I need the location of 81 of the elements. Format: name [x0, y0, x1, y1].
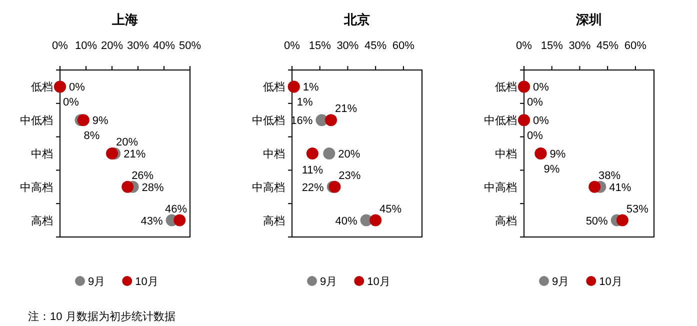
data-label: 9% — [544, 164, 560, 176]
legend-label: 9月 — [320, 276, 338, 288]
point — [122, 180, 134, 193]
legend-label: 9月 — [88, 276, 106, 288]
data-label: 45% — [380, 203, 402, 216]
data-label: 20% — [116, 136, 138, 148]
data-label: 0% — [69, 82, 86, 94]
x-tick-label: 15% — [540, 40, 564, 52]
text: 注：10 月数据为初步统计数据 — [28, 310, 176, 323]
x-tick-label: 20% — [100, 40, 124, 52]
data-label: 28% — [142, 182, 164, 194]
y-tick-label: 高档 — [495, 214, 517, 228]
chart-title: 北京 — [343, 12, 370, 27]
x-tick-label: 30% — [126, 40, 150, 52]
y-tick-label: 高档 — [31, 214, 53, 228]
data-label: 1% — [296, 96, 313, 109]
y-tick-label: 中档 — [495, 148, 517, 160]
x-tick-label: 0% — [284, 40, 300, 52]
point — [323, 148, 336, 160]
data-label: 0% — [533, 115, 550, 128]
point — [325, 114, 337, 126]
x-tick-label: 40% — [152, 40, 176, 52]
point — [588, 180, 601, 193]
y-tick-label: 中低档 — [20, 114, 53, 128]
point — [77, 114, 90, 126]
x-tick-label: 60% — [624, 40, 647, 52]
y-tick-label: 中档 — [31, 148, 53, 160]
data-label: 9% — [92, 115, 109, 128]
data-label: 0% — [527, 130, 544, 142]
x-tick-label: 50% — [178, 40, 202, 52]
x-tick-label: 15% — [308, 40, 332, 52]
legend-label: 10月 — [367, 276, 390, 288]
data-label: 21% — [334, 103, 358, 116]
x-tick-label: 45% — [596, 40, 619, 52]
legend-label: 9月 — [552, 276, 570, 288]
chart-title: 深圳 — [575, 12, 602, 27]
data-label: 23% — [338, 170, 361, 182]
x-tick-label: 45% — [364, 40, 387, 52]
x-tick-label: 10% — [74, 40, 98, 52]
y-tick-label: 中低档 — [252, 114, 285, 128]
point — [174, 214, 186, 226]
y-tick-label: 低档 — [263, 82, 285, 94]
data-label: 16% — [290, 115, 313, 128]
legend-label: 10月 — [135, 276, 158, 288]
y-tick-label: 中高档 — [252, 180, 285, 194]
chart-title: 上海 — [111, 12, 138, 27]
point — [106, 148, 118, 160]
data-label: 9% — [550, 148, 566, 160]
data-label: 53% — [626, 203, 649, 216]
data-label: 46% — [164, 203, 188, 216]
data-label: 41% — [609, 182, 632, 194]
x-tick-label: 30% — [336, 40, 359, 52]
x-tick-label: 0% — [516, 40, 532, 52]
y-tick-label: 中高档 — [20, 180, 53, 194]
data-label: 38% — [598, 170, 621, 182]
y-tick-label: 中档 — [263, 148, 285, 160]
x-tick-label: 0% — [52, 40, 68, 52]
data-label: 0% — [527, 96, 544, 109]
data-label: 21% — [124, 148, 146, 160]
point — [306, 148, 318, 160]
x-tick-label: 60% — [392, 40, 415, 52]
data-label: 11% — [302, 164, 324, 176]
data-label: 1% — [302, 82, 319, 94]
data-label: 26% — [132, 170, 154, 182]
data-label: 43% — [140, 215, 164, 228]
x-tick-label: 30% — [568, 40, 591, 52]
legend-label: 10月 — [599, 276, 622, 288]
y-tick-label: 低档 — [495, 82, 517, 94]
data-label: 0% — [533, 82, 550, 94]
point — [616, 214, 628, 226]
y-tick-label: 中低档 — [484, 114, 517, 128]
data-label: 20% — [338, 148, 360, 160]
y-tick-label: 高档 — [263, 214, 285, 228]
data-label: 40% — [335, 215, 358, 228]
data-label: 8% — [84, 130, 100, 142]
data-label: 22% — [302, 182, 324, 194]
y-tick-label: 中高档 — [484, 180, 517, 194]
y-tick-label: 低档 — [31, 82, 53, 94]
data-label: 0% — [63, 96, 80, 109]
point — [370, 214, 382, 226]
data-label: 50% — [586, 215, 608, 228]
